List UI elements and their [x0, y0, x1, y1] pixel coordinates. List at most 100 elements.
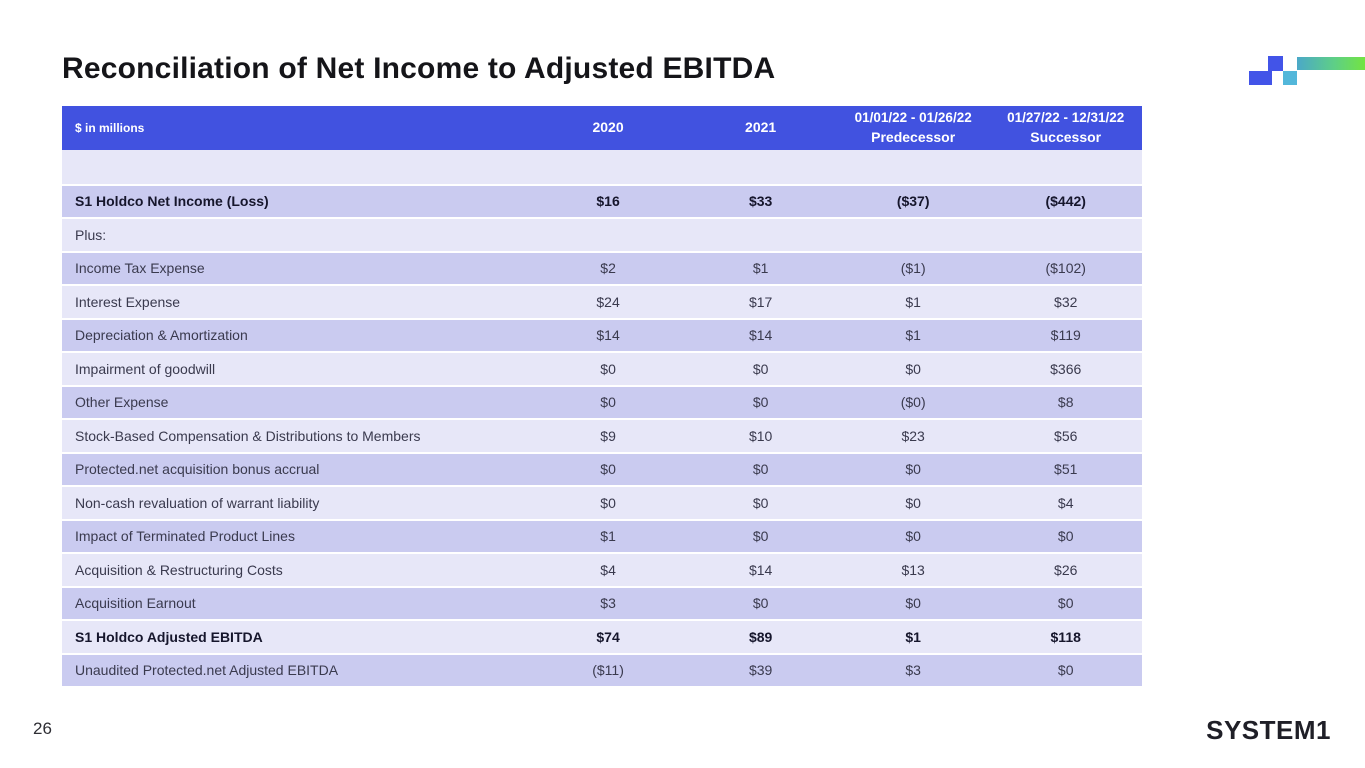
row-value-2021: $0	[752, 528, 769, 545]
column-header-label: 01/27/22 - 12/31/22	[1007, 109, 1125, 125]
row-value-predecessor: $1	[905, 628, 921, 645]
row-label: Non-cash revaluation of warrant liabilit…	[75, 494, 320, 511]
row-label: Unaudited Protected.net Adjusted EBITDA	[75, 662, 339, 679]
table-row: Other Expense $0 $0 ($0) $8	[62, 384, 1142, 418]
row-value-2020: $0	[600, 394, 616, 411]
row-label: Income Tax Expense	[75, 260, 205, 277]
table-row: Acquisition Earnout $3 $0 $0 $0	[62, 585, 1142, 619]
row-label: Acquisition & Restructuring Costs	[75, 561, 283, 578]
row-value-successor: $32	[1054, 293, 1078, 310]
row-value-2021: $0	[752, 494, 769, 511]
page-number: 26	[33, 719, 52, 738]
column-header-label: 2020	[592, 119, 624, 136]
column-header-sublabel: Successor	[1030, 128, 1102, 145]
column-header-2020: 2020	[532, 118, 685, 138]
row-value-2021: $0	[752, 595, 769, 612]
row-label: Plus:	[75, 226, 107, 243]
pixel-rect-icon	[1249, 71, 1272, 85]
table-header-row: $ in millions 2020 2021 01/01/22 - 01/26…	[62, 106, 1142, 150]
row-value-successor: $26	[1054, 561, 1078, 578]
row-value-2021: $14	[748, 561, 773, 578]
row-value-predecessor: ($37)	[896, 193, 930, 210]
row-value-2020: $16	[596, 193, 620, 210]
row-value-2021: $0	[752, 461, 769, 478]
row-value-predecessor: $0	[905, 461, 921, 478]
table-row: S1 Holdco Adjusted EBITDA $74 $89 $1 $11…	[62, 619, 1142, 653]
row-value-predecessor: $0	[905, 595, 921, 612]
row-value-successor: $118	[1050, 628, 1081, 645]
row-value-successor: $0	[1057, 662, 1074, 679]
row-value-successor: $4	[1057, 494, 1074, 511]
row-label: S1 Holdco Net Income (Loss)	[75, 193, 269, 210]
row-value-successor: $56	[1054, 427, 1078, 444]
row-value-2020: $1	[600, 528, 616, 545]
row-value-2021: $0	[752, 360, 769, 377]
column-header-2021: 2021	[684, 118, 837, 138]
row-value-2021: $33	[748, 193, 773, 210]
row-label: Stock-Based Compensation & Distributions…	[75, 427, 421, 444]
row-value-2021: $39	[748, 662, 773, 679]
pixel-teal-square-icon	[1283, 71, 1297, 85]
row-label: Other Expense	[75, 394, 169, 411]
row-value-successor: $8	[1057, 394, 1074, 411]
row-value-successor: $366	[1050, 360, 1082, 377]
row-value-predecessor: ($0)	[900, 394, 926, 411]
row-value-2020: $0	[600, 494, 616, 511]
row-value-2021: $1	[752, 260, 769, 277]
table-body: S1 Holdco Net Income (Loss) $16 $33 ($37…	[62, 150, 1142, 686]
page-title: Reconciliation of Net Income to Adjusted…	[62, 52, 776, 85]
row-value-successor: $0	[1057, 528, 1074, 545]
row-value-2020: $4	[600, 561, 616, 578]
row-value-predecessor: $1	[905, 293, 921, 310]
row-label: Protected.net acquisition bonus accrual	[75, 461, 320, 478]
row-value-2020: $2	[600, 260, 616, 277]
row-value-predecessor: $3	[905, 662, 921, 679]
row-value-2020: $0	[600, 360, 616, 377]
gradient-bar-icon	[1297, 57, 1365, 70]
table-row: Unaudited Protected.net Adjusted EBITDA …	[62, 652, 1142, 686]
table-row: Impairment of goodwill $0 $0 $0 $366	[62, 351, 1142, 385]
row-label: Interest Expense	[75, 293, 181, 310]
row-label: S1 Holdco Adjusted EBITDA	[75, 628, 263, 645]
row-value-2020: $0	[600, 461, 616, 478]
row-value-2020: $3	[600, 595, 616, 612]
table-row: Income Tax Expense $2 $1 ($1) ($102)	[62, 250, 1142, 284]
row-label: Acquisition Earnout	[75, 595, 196, 612]
row-value-predecessor: $23	[901, 427, 925, 444]
row-value-successor: $119	[1050, 327, 1081, 344]
row-value-2020: $9	[600, 427, 616, 444]
table-row: Depreciation & Amortization $14 $14 $1 $…	[62, 317, 1142, 351]
row-value-predecessor: ($1)	[900, 260, 926, 277]
row-value-2020: $24	[596, 293, 620, 310]
pixel-square-icon	[1268, 56, 1283, 71]
table-row: Non-cash revaluation of warrant liabilit…	[62, 485, 1142, 519]
column-header-label: 2021	[745, 119, 777, 136]
row-value-2021: $14	[748, 327, 773, 344]
row-value-successor: $51	[1054, 461, 1078, 478]
row-value-2021: $10	[748, 427, 773, 444]
reconciliation-table: $ in millions 2020 2021 01/01/22 - 01/26…	[62, 106, 1142, 686]
table-row: Acquisition & Restructuring Costs $4 $14…	[62, 552, 1142, 586]
table-row: S1 Holdco Net Income (Loss) $16 $33 ($37…	[62, 183, 1142, 217]
column-header-sublabel: Predecessor	[871, 128, 956, 145]
table-row: Stock-Based Compensation & Distributions…	[62, 418, 1142, 452]
row-value-2021: $0	[752, 394, 769, 411]
table-row: Impact of Terminated Product Lines $1 $0…	[62, 518, 1142, 552]
row-value-2020: ($11)	[592, 662, 624, 679]
row-value-predecessor: $0	[905, 528, 921, 545]
row-value-2020: $74	[596, 628, 620, 645]
row-value-successor: ($442)	[1045, 193, 1086, 210]
column-header-label: 01/01/22 - 01/26/22	[854, 109, 972, 125]
row-value-predecessor: $1	[905, 327, 921, 344]
row-label: Impact of Terminated Product Lines	[75, 528, 295, 545]
column-header-successor: 01/27/22 - 12/31/22 Successor	[989, 109, 1142, 147]
unit-label: $ in millions	[75, 121, 145, 135]
table-row: Plus:	[62, 217, 1142, 251]
company-logo: SYSTEM1	[1206, 715, 1331, 745]
row-value-predecessor: $0	[905, 360, 921, 377]
row-value-2021: $89	[748, 628, 773, 645]
row-value-predecessor: $0	[905, 494, 921, 511]
row-label: Depreciation & Amortization	[75, 327, 248, 344]
column-header-predecessor: 01/01/22 - 01/26/22 Predecessor	[837, 109, 990, 147]
